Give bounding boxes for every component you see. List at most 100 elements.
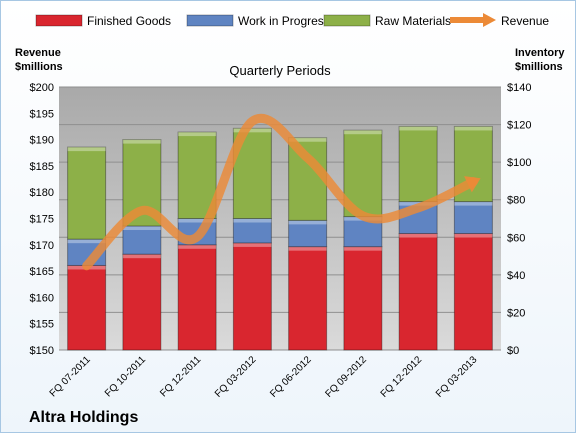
bar-finished-goods <box>343 246 383 351</box>
x-tick-label: FQ 03-2013 <box>434 354 480 400</box>
x-tick-label: FQ 07-2011 <box>48 354 93 399</box>
left-tick-label: $150 <box>30 345 54 357</box>
legend-swatch <box>186 14 234 27</box>
bar-finished-goods <box>177 244 217 351</box>
left-tick-label: $190 <box>30 135 54 147</box>
bar-highlight <box>122 254 161 259</box>
bar-segment <box>122 253 162 351</box>
x-tick-label: FQ 06-2012 <box>268 354 314 400</box>
right-tick-label: $140 <box>507 82 531 94</box>
legend-item-work-in-progress: Work in Progress <box>186 14 330 28</box>
bar-highlight <box>178 244 217 249</box>
legend: Finished Goods Work in Progress Raw Materi… <box>35 13 549 28</box>
company-name: Altra Holdings <box>29 409 138 426</box>
bar-finished-goods <box>453 233 493 351</box>
left-axis-title: Revenue <box>15 47 61 59</box>
bar-highlight <box>399 233 438 238</box>
bar-highlight <box>233 242 272 247</box>
left-tick-label: $180 <box>30 187 54 199</box>
legend-swatch <box>323 14 371 27</box>
bar-highlight <box>122 226 161 231</box>
bar-segment <box>343 246 383 351</box>
bar-work-in-progress <box>232 218 272 244</box>
legend-label: Finished Goods <box>87 14 171 28</box>
bar-raw-materials <box>177 131 217 219</box>
bar-highlight <box>67 147 106 152</box>
bar-segment <box>398 233 438 351</box>
bar-highlight <box>233 218 272 223</box>
bar-segment <box>122 225 162 255</box>
revenue-arrowhead <box>464 176 481 193</box>
bar-segment <box>453 233 493 351</box>
right-tick-label: $60 <box>507 232 525 244</box>
left-tick-label: $185 <box>30 161 54 173</box>
bar-segment <box>288 219 328 248</box>
legend-item-raw-materials: Raw Materials <box>323 14 451 28</box>
bar-segment <box>177 131 217 219</box>
legend-label: Work in Progress <box>238 14 330 28</box>
bar-highlight <box>288 220 327 225</box>
left-tick-label: $200 <box>30 82 54 94</box>
legend-label: Revenue <box>501 14 549 28</box>
left-axis-ticks: $150 $155 $160 $165 $170 $175 $180 $185 $190 $195… <box>30 82 54 357</box>
x-tick-label: FQ 03-2012 <box>213 354 259 400</box>
bar-highlight <box>399 126 438 131</box>
x-tick-label: FQ 12-2011 <box>158 354 203 399</box>
legend-item-revenue: Revenue <box>450 13 549 28</box>
right-tick-label: $120 <box>507 120 531 132</box>
bar-work-in-progress <box>453 201 493 235</box>
bar-finished-goods <box>288 246 328 351</box>
bar-highlight <box>343 246 382 251</box>
revenue-line <box>82 113 481 271</box>
legend-label: Raw Materials <box>375 14 451 28</box>
left-tick-label: $170 <box>30 240 54 252</box>
left-tick-label: $155 <box>30 319 54 331</box>
bar-highlight <box>288 246 327 251</box>
left-tick-label: $165 <box>30 266 54 278</box>
bar-work-in-progress <box>122 225 162 255</box>
bar-work-in-progress <box>288 219 328 248</box>
legend-swatch <box>35 14 83 27</box>
bar-highlight <box>343 130 382 135</box>
bar-highlight <box>67 239 106 244</box>
bar-highlight <box>454 201 493 206</box>
right-axis-ticks: $0 $20 $40 $60 $80 $100 $120 $140 <box>507 82 531 357</box>
left-axis-title: $millions <box>15 61 63 73</box>
x-axis-ticks: FQ 07-2011 FQ 10-2011 FQ 12-2011 FQ 03-2012… <box>48 354 480 400</box>
bar-highlight <box>122 139 161 144</box>
legend-swatch-arrowhead <box>483 13 496 27</box>
axis-titles: Revenue $millions Inventory $millions Quarte… <box>15 47 565 78</box>
left-tick-label: $175 <box>30 214 54 226</box>
bar-segment <box>67 146 107 240</box>
legend-item-finished-goods: Finished Goods <box>35 14 171 28</box>
bar-segment <box>232 218 272 244</box>
bar-finished-goods <box>232 242 272 351</box>
right-axis-title: Inventory <box>515 47 565 59</box>
bar-raw-materials <box>288 137 328 221</box>
right-tick-label: $100 <box>507 157 531 169</box>
right-axis-title: $millions <box>515 61 563 73</box>
right-tick-label: $0 <box>507 345 519 357</box>
bar-segment <box>232 242 272 351</box>
bar-highlight <box>178 218 217 223</box>
bar-stacks <box>67 125 493 351</box>
x-tick-label: FQ 12-2012 <box>379 354 425 400</box>
bar-highlight <box>233 128 272 133</box>
right-tick-label: $80 <box>507 195 525 207</box>
revenue-line-path <box>82 113 478 271</box>
left-tick-label: $160 <box>30 292 54 304</box>
bar-segment <box>67 264 107 351</box>
bar-highlight <box>288 137 327 142</box>
chart-subtitle: Quarterly Periods <box>229 63 331 78</box>
bar-highlight <box>454 233 493 238</box>
bar-finished-goods <box>398 233 438 351</box>
left-tick-label: $195 <box>30 108 54 120</box>
bar-segment <box>288 246 328 351</box>
x-tick-label: FQ 10-2011 <box>103 354 148 399</box>
bar-highlight <box>454 126 493 131</box>
bar-finished-goods <box>67 264 107 351</box>
bar-raw-materials <box>398 125 438 203</box>
bar-segment <box>177 244 217 351</box>
